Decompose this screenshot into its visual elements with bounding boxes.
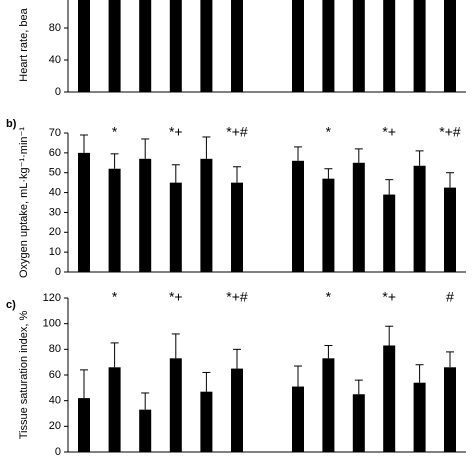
significance-label: *+# — [439, 124, 461, 140]
bar — [383, 194, 396, 272]
bar — [322, 178, 335, 272]
y-tick-label: 0 — [55, 266, 61, 278]
y-tick-label: 60 — [49, 147, 61, 159]
bar — [231, 182, 243, 272]
significance-label: # — [446, 289, 454, 305]
significance-label: *+ — [382, 289, 396, 305]
y-tick-label: 100 — [43, 318, 61, 330]
significance-label: * — [112, 289, 118, 305]
bar — [169, 358, 182, 452]
bar — [78, 398, 90, 452]
bar — [444, 0, 456, 92]
bar — [352, 162, 365, 272]
bar — [322, 0, 335, 92]
y-tick-label: 40 — [49, 186, 61, 198]
bar — [139, 158, 152, 272]
y-tick-label: 0 — [55, 86, 61, 98]
bar — [322, 358, 335, 452]
significance-label: * — [326, 289, 332, 305]
panel-label: b) — [6, 118, 17, 130]
bar — [352, 0, 365, 92]
y-axis-title: Oxygen uptake, mL·kg⁻¹·min⁻¹ — [18, 127, 30, 278]
bar — [383, 345, 396, 452]
bar — [108, 0, 121, 92]
y-tick-label: 120 — [43, 292, 61, 304]
bar — [231, 0, 243, 92]
bar — [413, 0, 426, 92]
bar — [139, 0, 152, 92]
bar — [413, 382, 426, 452]
bar — [292, 0, 304, 92]
bar — [108, 367, 121, 452]
bar — [200, 158, 213, 272]
panel — [78, 152, 456, 272]
bar — [78, 152, 90, 272]
y-tick-label: 80 — [49, 343, 61, 355]
significance-label: *+# — [226, 289, 248, 305]
bar — [200, 391, 213, 452]
significance-label: *+ — [169, 289, 183, 305]
bar — [444, 187, 456, 272]
bar — [200, 0, 213, 92]
y-tick-label: 0 — [55, 446, 61, 458]
panel — [78, 345, 456, 452]
y-axis-title: Heart rate, bea — [18, 7, 30, 81]
y-tick-label: 40 — [49, 395, 61, 407]
bar — [108, 168, 121, 272]
y-tick-label: 20 — [49, 226, 61, 238]
bar — [292, 386, 304, 452]
bar — [78, 0, 90, 92]
bar — [352, 394, 365, 452]
panel-label: c) — [6, 299, 16, 311]
y-tick-label: 10 — [49, 246, 61, 258]
significance-label: *+ — [382, 124, 396, 140]
significance-label: *+ — [169, 124, 183, 140]
bar — [444, 367, 456, 452]
y-tick-label: 20 — [49, 420, 61, 432]
bar — [383, 0, 396, 92]
bar — [231, 368, 243, 452]
y-tick-label: 50 — [49, 167, 61, 179]
y-tick-label: 40 — [49, 54, 61, 66]
y-tick-label: 80 — [49, 22, 61, 34]
significance-label: * — [326, 124, 332, 140]
bar — [169, 0, 182, 92]
significance-label: * — [112, 124, 118, 140]
panel — [78, 0, 456, 92]
y-tick-label: 60 — [49, 369, 61, 381]
y-tick-label: 70 — [49, 127, 61, 139]
y-tick-label: 30 — [49, 206, 61, 218]
y-axis-title: Tissue saturation index, % — [18, 310, 30, 439]
bar — [292, 160, 304, 272]
significance-label: *+# — [226, 124, 248, 140]
bar — [169, 182, 182, 272]
bar — [413, 165, 426, 272]
bar — [139, 409, 152, 452]
